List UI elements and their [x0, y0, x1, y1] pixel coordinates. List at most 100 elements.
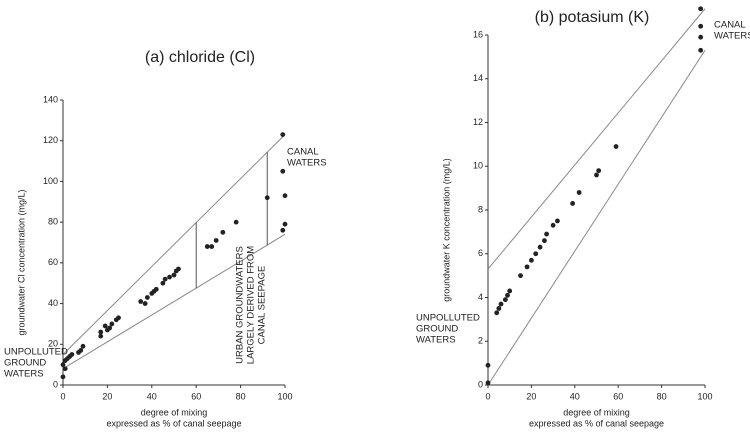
data-point [518, 273, 523, 279]
data-point [502, 297, 508, 303]
annotation: WATERS [4, 369, 44, 380]
annotation: GROUND [416, 324, 458, 335]
annotation: CANAL SEEPAGE [257, 266, 268, 345]
y-tick-label: 14 [473, 73, 483, 83]
data-point [542, 238, 547, 244]
annotation: WATERS [287, 158, 327, 169]
y-axis-label: groundwater Cl concentration (mg/L) [16, 189, 26, 335]
y-tick-label: 2 [478, 336, 483, 346]
data-point [498, 301, 504, 307]
y-axis-label: groundwater K concentration (mg/L) [441, 158, 451, 302]
chart-title: (b) potasium (K) [535, 9, 650, 26]
chart-title: (a) chloride (Cl) [145, 49, 255, 66]
x-tick-label: 20 [526, 391, 536, 401]
data-point [576, 190, 582, 195]
x-axis-label: expressed as % of canal seepage [106, 418, 241, 428]
y-tick-label: 80 [48, 217, 58, 227]
x-tick-label: 40 [147, 391, 157, 401]
data-point [698, 34, 704, 40]
data-point [494, 310, 500, 316]
data-point [204, 244, 210, 249]
data-point [524, 264, 530, 270]
y-tick-label: 40 [48, 298, 58, 308]
annotation: LARGELY DERIVED FROM [246, 246, 257, 365]
x-axis-label: expressed as % of canal seepage [529, 418, 664, 428]
annotation: CANAL [714, 20, 746, 31]
data-point [171, 272, 177, 278]
data-point [167, 274, 172, 280]
annotation: GROUND [4, 358, 46, 369]
x-tick-label: 0 [485, 391, 490, 401]
data-point [176, 266, 181, 272]
data-point [60, 362, 66, 368]
data-point [698, 23, 704, 29]
y-tick-label: 140 [43, 94, 58, 104]
data-point [537, 244, 543, 250]
data-point [138, 299, 144, 304]
data-point [233, 219, 239, 225]
envelope-line [487, 8, 706, 270]
annotation: WATERS [416, 335, 456, 346]
annotation: UNPOLLUTED [416, 313, 480, 324]
data-point [60, 374, 66, 380]
data-point [555, 218, 560, 224]
data-point [220, 229, 226, 235]
data-point [529, 257, 534, 263]
x-tick-label: 0 [60, 391, 65, 401]
x-tick-label: 60 [191, 391, 201, 401]
envelope-line [487, 50, 706, 386]
y-tick-label: 0 [53, 379, 58, 389]
y-tick-label: 16 [473, 29, 483, 39]
data-point [613, 144, 619, 149]
data-point [62, 366, 68, 372]
data-point [550, 222, 556, 228]
y-tick-label: 100 [43, 176, 58, 186]
x-tick-label: 100 [697, 391, 712, 401]
annotation: URBAN GROUNDWATERS [235, 246, 246, 364]
data-point [596, 168, 602, 174]
x-tick-label: 60 [613, 391, 623, 401]
x-tick-label: 20 [102, 391, 112, 401]
x-tick-label: 100 [277, 391, 292, 401]
data-point [116, 315, 121, 321]
data-point [698, 6, 704, 12]
data-point [507, 288, 513, 294]
data-point [160, 280, 166, 286]
y-tick-label: 20 [48, 339, 58, 349]
data-point [570, 201, 576, 206]
data-point [107, 325, 113, 331]
annotation: UNPOLLUTED [4, 347, 68, 358]
x-axis-label: degree of mixing [563, 407, 630, 417]
data-point [485, 362, 491, 368]
data-point [98, 333, 104, 339]
data-point [144, 295, 150, 300]
x-tick-label: 80 [236, 391, 246, 401]
data-point [102, 323, 108, 329]
y-tick-label: 60 [48, 257, 58, 267]
x-tick-label: 80 [657, 391, 667, 401]
data-point [280, 132, 286, 138]
envelope-line [62, 233, 286, 370]
data-point [280, 227, 286, 233]
data-point [698, 47, 704, 53]
data-point [282, 193, 288, 199]
y-tick-label: 0 [478, 379, 483, 389]
data-point [209, 244, 215, 249]
data-point [485, 380, 491, 386]
data-point [78, 347, 84, 353]
data-point [80, 343, 86, 349]
y-tick-label: 8 [478, 204, 483, 214]
data-point [505, 292, 510, 298]
data-point [213, 238, 219, 243]
data-point [142, 301, 148, 306]
subplot: (b) potasium (K) 0 2 4 6 8 10 12 14 16 0 20 40 60 80 10… [416, 6, 750, 428]
y-tick-label: 12 [473, 117, 483, 127]
envelope-line [62, 134, 286, 355]
data-point [109, 321, 115, 327]
data-point [533, 251, 539, 257]
data-point [162, 276, 168, 282]
y-tick-label: 4 [478, 292, 483, 302]
data-point [153, 286, 159, 292]
